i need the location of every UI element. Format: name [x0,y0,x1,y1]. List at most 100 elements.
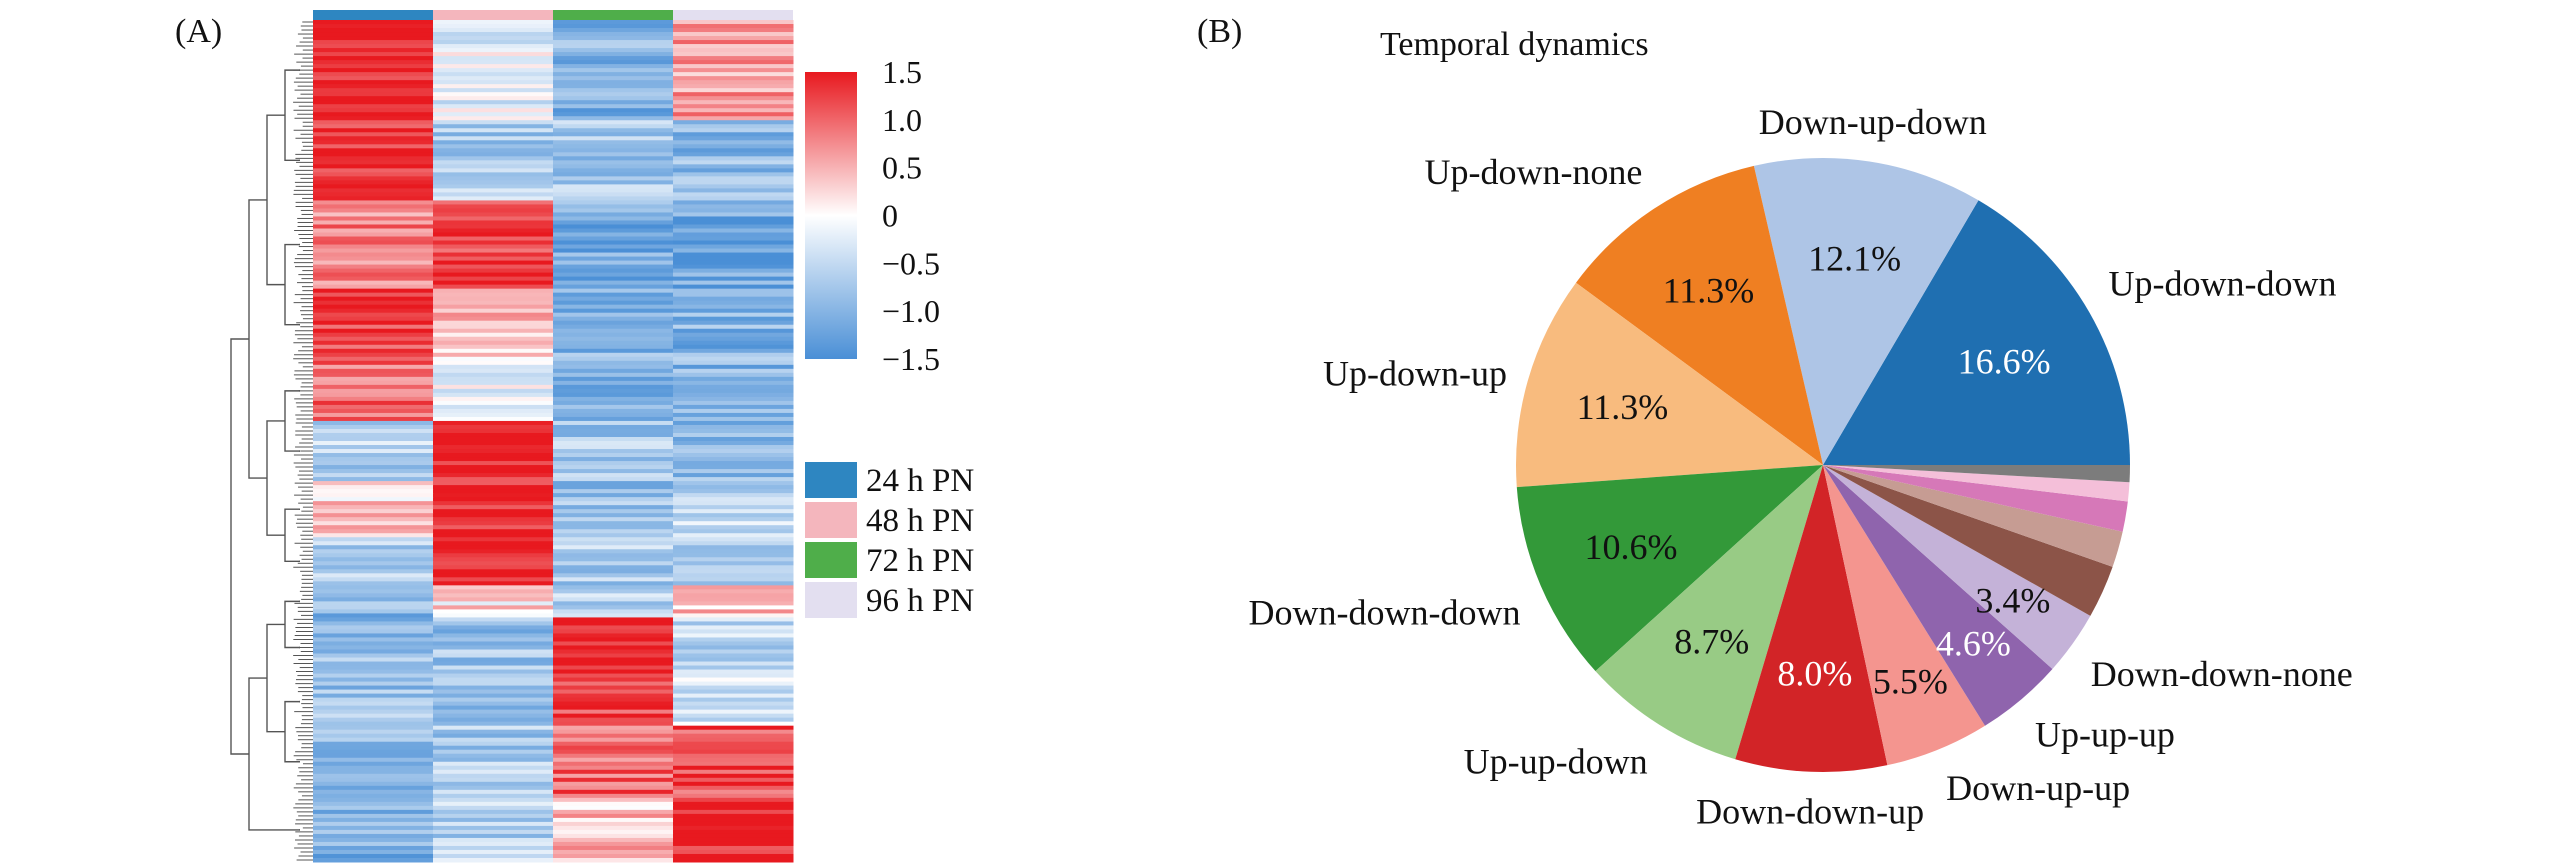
heatmap-cell [673,48,794,53]
heatmap-cell [433,272,554,278]
heatmap-cell [553,200,674,205]
colorbar-tick-label: −1.5 [882,341,940,377]
heatmap-cell [313,248,434,254]
heatmap-cell [553,637,674,642]
heatmap-cell [673,509,794,514]
heatmap-cell [313,521,434,526]
heatmap-cell [433,553,554,558]
heatmap-cell [313,633,434,638]
heatmap-cell [313,408,434,414]
heatmap-cell [673,597,794,602]
heatmap-cell [673,681,794,687]
heatmap-cell [673,461,794,466]
heatmap-cell [433,100,554,105]
heatmap-cell [313,613,434,618]
heatmap-cell [313,585,434,590]
heatmap-cell [673,573,794,578]
heatmap-cell [433,697,554,703]
heatmap-cell [673,717,794,723]
heatmap-cell [433,376,554,382]
heatmap-cell [553,28,674,33]
heatmap-cell [553,224,674,229]
heatmap-cell [673,308,794,314]
heatmap-cell [433,561,554,566]
pie-slice [1823,465,2091,669]
heatmap-cell [433,164,554,169]
heatmap-cell [673,28,794,33]
heatmap-cell [433,268,554,274]
heatmap-cell [553,212,674,217]
heatmap-cell [553,112,674,117]
heatmap-cell [673,144,794,149]
heatmap-cell [313,232,434,238]
heatmap-cell [433,617,554,622]
dendrogram-branch [284,243,300,326]
heatmap-cell [673,312,794,318]
heatmap-cell [553,164,674,169]
heatmap-cell [553,56,674,61]
heatmap-cell [313,549,434,554]
heatmap-cell [553,68,674,73]
heatmap-cell [553,88,674,93]
heatmap-cell [673,445,794,450]
heatmap-cell [313,272,434,278]
heatmap-cell [553,557,674,562]
heatmap-cell [673,713,794,719]
heatmap-cell [553,276,674,282]
heatmap-cell [553,368,674,374]
heatmap-cell [553,829,674,835]
heatmap-cell [433,633,554,638]
heatmap-cell [673,841,794,847]
heatmap-cell [553,681,674,687]
heatmap-cell [433,328,554,334]
heatmap-cell [313,132,434,137]
heatmap-cell [313,457,434,462]
heatmap-cell [553,156,674,161]
heatmap-cell [433,549,554,554]
heatmap-cell [673,128,794,133]
heatmap-cell [313,220,434,225]
heatmap-cell [673,164,794,169]
heatmap-cell [433,304,554,310]
colorbar: 1.5 1.0 0.5 0 −0.5 −1.0 −1.5 [805,54,940,377]
heatmap-cell [673,420,794,426]
colorbar-tick-label: 0.5 [882,150,922,186]
heatmap-cell [313,256,434,262]
heatmap-cell [673,300,794,306]
pie-slice [1823,465,1986,766]
heatmap-cell [433,737,554,743]
heatmap-cell [433,533,554,538]
heatmap-cell [313,501,434,506]
heatmap-cell [433,721,554,727]
heatmap-cell [553,240,674,246]
heatmap-cell [553,821,674,827]
heatmap-cell [433,228,554,234]
heatmap-cell [313,192,434,197]
heatmap-cell [673,404,794,410]
heatmap-cell [433,497,554,502]
heatmap-cell [313,653,434,659]
heatmap-cell [313,136,434,141]
heatmap-cell [313,312,434,318]
heatmap-cell [313,761,434,767]
heatmap-cell [433,729,554,735]
heatmap-cell [553,96,674,101]
heatmap-cell [433,569,554,574]
heatmap-cell [673,473,794,478]
heatmap-cell [433,525,554,530]
heatmap-cell [673,481,794,486]
pie-slice [1735,465,1888,772]
heatmap-cell [673,677,794,683]
heatmap-cell [433,505,554,510]
heatmap-cell [553,348,674,354]
heatmap-cell [433,557,554,562]
heatmap-cell [313,92,434,97]
heatmap-cell [553,44,674,49]
heatmap-cell [433,284,554,290]
legend-swatch [805,542,857,578]
heatmap-cell [553,124,674,129]
heatmap-cell [433,753,554,759]
heatmap-cell [313,188,434,193]
heatmap-cell [433,384,554,390]
heatmap-cell [553,220,674,225]
